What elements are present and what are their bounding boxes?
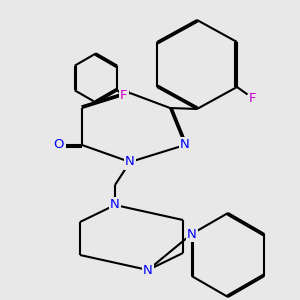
Text: N: N [187,227,196,241]
Text: N: N [143,263,153,277]
Text: N: N [180,139,190,152]
Text: F: F [120,89,128,102]
Text: N: N [125,155,135,169]
Text: N: N [110,199,120,212]
Text: O: O [54,139,64,152]
Text: F: F [249,92,256,105]
